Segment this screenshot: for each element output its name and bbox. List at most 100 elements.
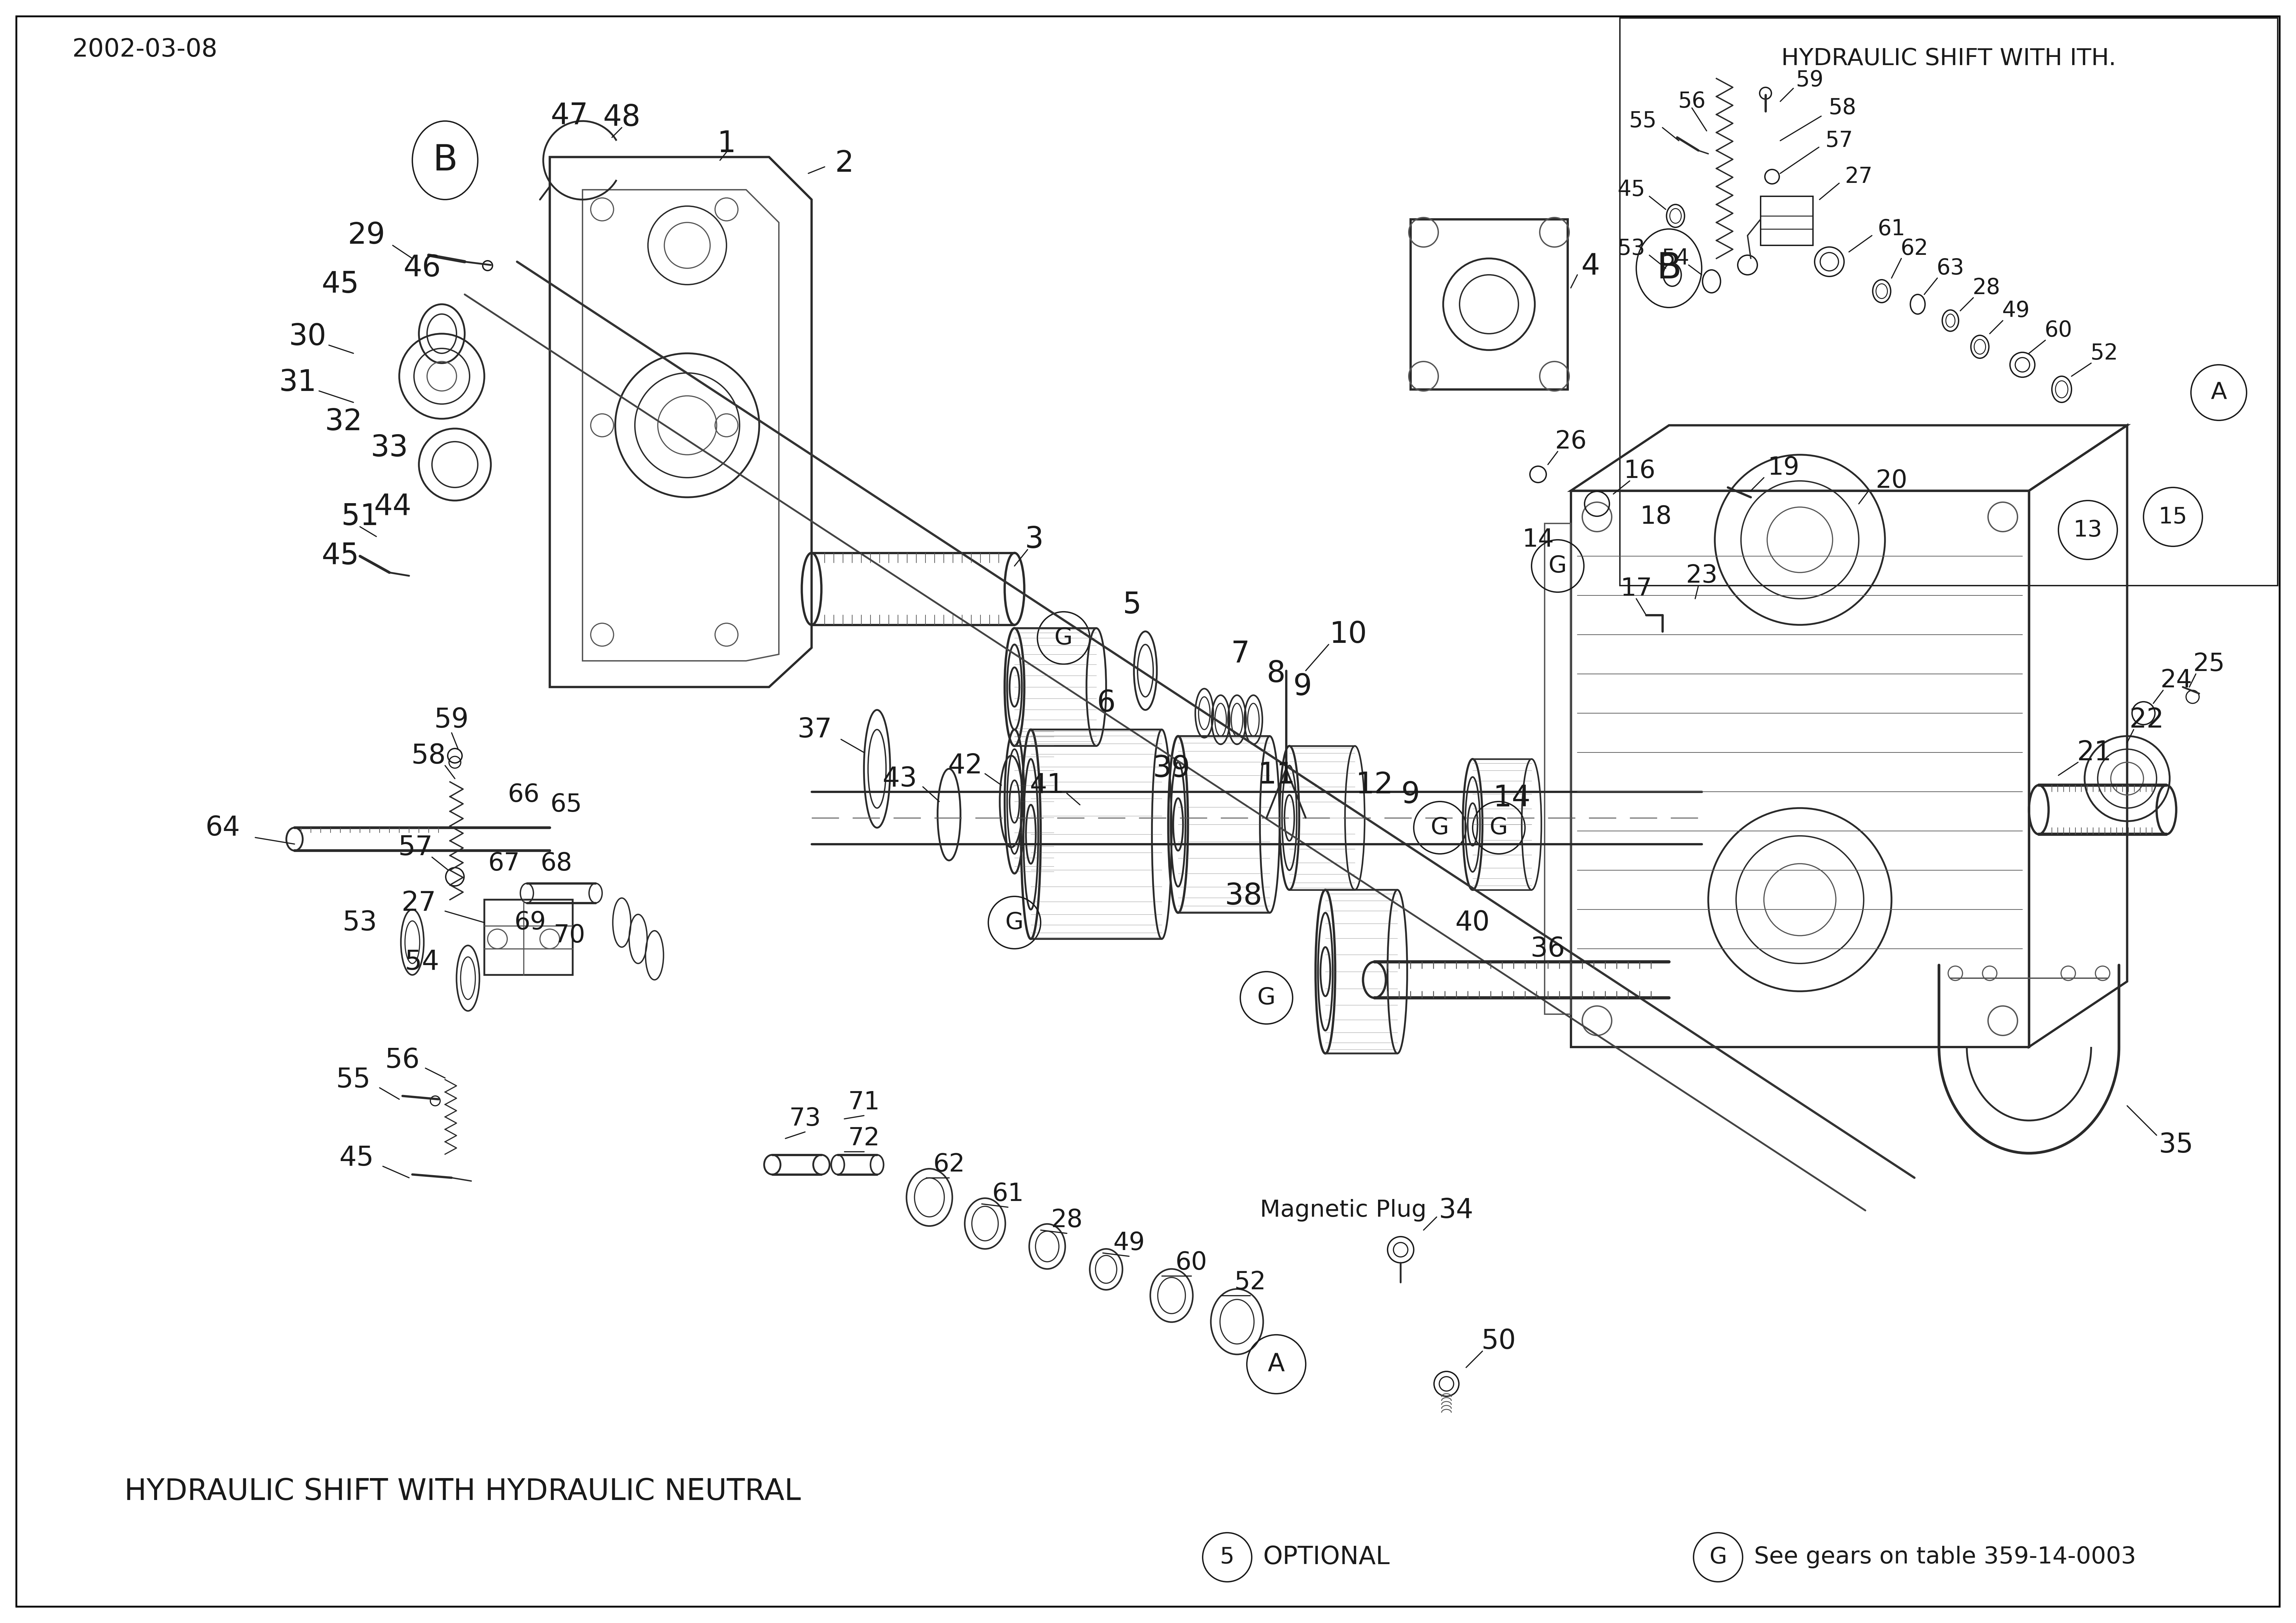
Text: 17: 17: [1621, 576, 1653, 601]
Text: 11: 11: [1258, 761, 1295, 790]
Text: 68: 68: [540, 852, 572, 876]
Text: 1: 1: [716, 130, 737, 159]
Text: 45: 45: [321, 269, 358, 299]
Text: 2002-03-08: 2002-03-08: [71, 37, 218, 62]
Text: G: G: [1430, 816, 1449, 839]
Text: 43: 43: [882, 766, 918, 792]
Text: 18: 18: [1639, 505, 1671, 529]
Text: 51: 51: [342, 503, 379, 531]
Text: 54: 54: [404, 948, 439, 975]
Text: 71: 71: [847, 1091, 879, 1115]
Text: 14: 14: [1492, 784, 1531, 813]
Text: 12: 12: [1355, 771, 1394, 800]
Text: 38: 38: [1224, 881, 1263, 911]
Text: 32: 32: [324, 407, 363, 437]
Text: 37: 37: [797, 716, 831, 743]
Text: G: G: [1258, 987, 1277, 1010]
Text: 24: 24: [2161, 669, 2193, 693]
Text: 9: 9: [1401, 781, 1419, 810]
Text: 22: 22: [2128, 706, 2165, 734]
Text: 52: 52: [2089, 342, 2119, 364]
Text: 28: 28: [1052, 1208, 1084, 1232]
Text: 7: 7: [1231, 639, 1249, 669]
Text: 34: 34: [1440, 1198, 1474, 1224]
Text: 28: 28: [1972, 278, 2000, 299]
Text: 30: 30: [289, 323, 326, 351]
Text: 60: 60: [1176, 1251, 1208, 1276]
Text: 27: 27: [402, 889, 436, 917]
Text: 25: 25: [2193, 652, 2225, 677]
Text: 58: 58: [1828, 97, 1857, 118]
Text: 23: 23: [1685, 563, 1717, 588]
Text: 59: 59: [1795, 70, 1823, 91]
Text: 62: 62: [932, 1152, 964, 1177]
Text: Magnetic Plug: Magnetic Plug: [1261, 1199, 1426, 1222]
Text: 26: 26: [1554, 430, 1587, 454]
Text: 63: 63: [1936, 258, 1965, 279]
Text: 19: 19: [1768, 456, 1800, 480]
Text: B: B: [1655, 252, 1681, 286]
Text: 70: 70: [553, 923, 585, 948]
Text: 52: 52: [1235, 1271, 1265, 1295]
Text: 50: 50: [1481, 1328, 1515, 1355]
Text: G: G: [1006, 911, 1024, 933]
Text: 14: 14: [1522, 527, 1554, 552]
Text: G: G: [1054, 626, 1072, 649]
Text: 33: 33: [370, 433, 409, 463]
Text: 53: 53: [1616, 239, 1646, 260]
Text: 57: 57: [397, 834, 434, 860]
Text: 35: 35: [2158, 1131, 2193, 1159]
Text: B: B: [432, 143, 457, 179]
Text: 21: 21: [2078, 738, 2112, 766]
Text: 42: 42: [948, 753, 983, 779]
Text: OPTIONAL: OPTIONAL: [1263, 1545, 1389, 1569]
Text: 55: 55: [1628, 110, 1658, 131]
Text: 2: 2: [836, 149, 854, 179]
Text: 59: 59: [434, 706, 468, 734]
Text: 45: 45: [340, 1144, 374, 1172]
Text: 64: 64: [204, 815, 239, 841]
Text: 53: 53: [342, 909, 377, 936]
Text: 44: 44: [374, 493, 411, 521]
Text: A: A: [1267, 1352, 1286, 1376]
Text: 48: 48: [604, 104, 641, 131]
Text: 62: 62: [1901, 239, 1929, 260]
Text: 58: 58: [411, 742, 445, 769]
Text: 45: 45: [321, 542, 358, 571]
Text: 4: 4: [1582, 252, 1600, 281]
Text: G: G: [1548, 555, 1566, 578]
Text: 46: 46: [404, 253, 441, 282]
Text: 39: 39: [1153, 755, 1189, 784]
Text: 56: 56: [1678, 91, 1706, 112]
Text: 60: 60: [2043, 320, 2073, 341]
Text: 45: 45: [1616, 179, 1646, 201]
Text: 15: 15: [2158, 506, 2188, 527]
Text: 10: 10: [1329, 620, 1366, 649]
Text: HYDRAULIC SHIFT WITH HYDRAULIC NEUTRAL: HYDRAULIC SHIFT WITH HYDRAULIC NEUTRAL: [124, 1477, 801, 1506]
Text: 13: 13: [2073, 519, 2103, 540]
Text: See gears on table 359-14-0003: See gears on table 359-14-0003: [1754, 1547, 2135, 1568]
Text: 27: 27: [1846, 166, 1874, 188]
Text: 57: 57: [1825, 130, 1853, 151]
Text: 3: 3: [1024, 526, 1042, 553]
Text: 49: 49: [2002, 300, 2030, 321]
Text: 9: 9: [1293, 672, 1311, 701]
Text: HYDRAULIC SHIFT WITH ITH.: HYDRAULIC SHIFT WITH ITH.: [1782, 47, 2117, 70]
Text: 6: 6: [1097, 690, 1116, 717]
Text: 55: 55: [335, 1066, 370, 1092]
Text: 16: 16: [1623, 459, 1655, 484]
Text: 54: 54: [1662, 248, 1690, 269]
Text: 67: 67: [489, 852, 519, 876]
Text: 72: 72: [847, 1126, 879, 1151]
Text: A: A: [2211, 381, 2227, 404]
Text: 8: 8: [1267, 659, 1286, 688]
Text: 56: 56: [386, 1047, 420, 1073]
Text: 73: 73: [790, 1107, 822, 1131]
Text: 49: 49: [1114, 1232, 1146, 1255]
Text: 5: 5: [1123, 591, 1141, 620]
Text: 65: 65: [551, 792, 583, 816]
Text: G: G: [1490, 816, 1508, 839]
Text: 66: 66: [507, 782, 540, 807]
Text: 61: 61: [992, 1182, 1024, 1206]
Text: 31: 31: [280, 368, 317, 398]
